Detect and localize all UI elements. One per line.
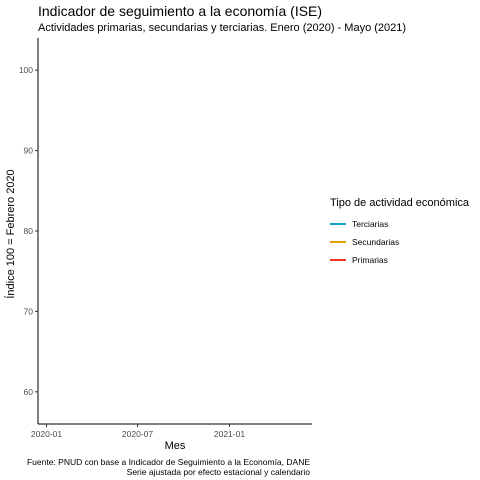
y-tick-label: 80 — [24, 226, 34, 236]
y-tick-label: 70 — [24, 306, 34, 316]
caption: Fuente: PNUD con base a Indicador de Seg… — [27, 457, 310, 477]
x-axis: 2020-01 2020-07 2021-01 — [31, 423, 312, 439]
legend-title: Tipo de actividad económica — [330, 197, 470, 209]
y-tick-label: 90 — [24, 146, 34, 156]
legend: Tipo de actividad económica Terciarias S… — [330, 197, 469, 269]
legend-label-primarias: Primarias — [352, 255, 388, 265]
legend-item-secundarias: Secundarias — [330, 233, 469, 251]
legend-item-terciarias: Terciarias — [330, 215, 469, 233]
x-axis-title: Mes — [165, 440, 186, 452]
x-tick-label: 2020-07 — [122, 429, 153, 439]
y-tick-label: 60 — [24, 387, 34, 397]
chart-subtitle: Actividades primarias, secundarias y ter… — [38, 22, 407, 34]
y-tick-label: 100 — [19, 65, 33, 75]
y-axis: 60 70 80 90 100 — [19, 38, 39, 424]
legend-key-secundarias — [330, 241, 346, 243]
caption-line-note: Serie ajustada por efecto estacional y c… — [126, 467, 310, 477]
chart-title: Indicador de seguimiento a la economía (… — [38, 3, 323, 19]
y-axis-title: Índice 100 = Febrero 2020 — [4, 169, 17, 298]
legend-label-secundarias: Secundarias — [352, 237, 400, 247]
legend-label-terciarias: Terciarias — [352, 219, 389, 229]
x-tick-label: 2020-01 — [31, 429, 62, 439]
legend-item-primarias: Primarias — [330, 251, 469, 269]
x-tick-label: 2021-01 — [214, 429, 245, 439]
legend-key-primarias — [330, 259, 346, 261]
legend-key-terciarias — [330, 223, 346, 225]
caption-line-source: Fuente: PNUD con base a Indicador de Seg… — [26, 457, 310, 467]
